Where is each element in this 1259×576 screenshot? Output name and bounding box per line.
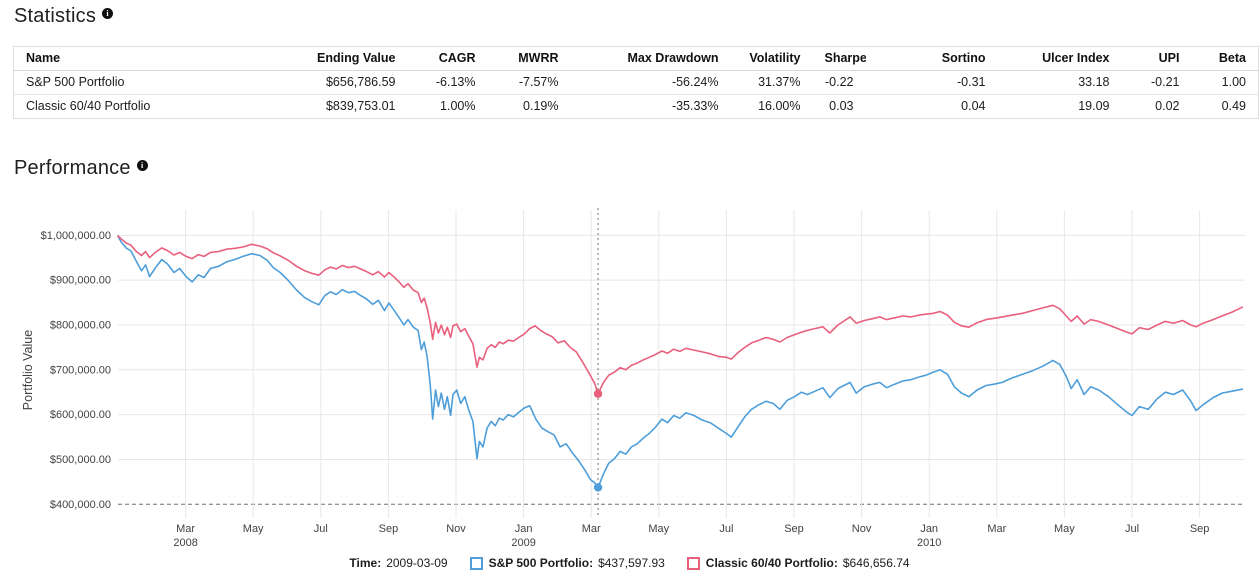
stats-cell: -6.13%: [407, 70, 488, 95]
info-icon[interactable]: i: [136, 160, 148, 171]
performance-title: Performance i: [14, 157, 148, 180]
stats-header-cell: UPI: [1121, 46, 1192, 71]
crosshair-dot: [593, 483, 603, 492]
legend-swatch-icon: [686, 556, 700, 570]
x-tick-label: May: [648, 523, 669, 535]
stats-cell: -7.57%: [487, 70, 571, 95]
stats-header-cell: Ulcer Index: [997, 46, 1122, 71]
stats-cell: 1.00: [1191, 70, 1259, 95]
stats-cell: -0.22: [812, 70, 866, 95]
y-tick-label: $700,000.00: [50, 364, 111, 376]
stats-cell: 0.19%: [523, 99, 559, 113]
stats-cell: -0.21: [1121, 70, 1192, 95]
stats-cell: 19.09: [1078, 99, 1110, 113]
stats-header-cell: MWRR: [487, 46, 571, 71]
x-tick-label: Mar: [176, 523, 195, 535]
y-tick-label: $900,000.00: [50, 275, 111, 287]
stats-header-cell: Name: [13, 46, 304, 71]
y-tick-label: $1,000,000.00: [41, 230, 111, 242]
legend-time-label: Time:: [349, 556, 382, 570]
x-tick-label: Nov: [852, 523, 872, 535]
x-tick-label: Mar: [582, 523, 601, 535]
legend-item-label: S&P 500 Portfolio:: [488, 556, 594, 570]
stats-cell: 0.49: [1221, 99, 1246, 113]
y-tick-label: $400,000.00: [50, 499, 111, 511]
y-tick-label: $600,000.00: [50, 409, 111, 421]
stats-cell: -56.24%: [570, 70, 731, 95]
x-tick-label: Sep: [784, 523, 804, 535]
x-tick-label: May: [243, 523, 264, 535]
info-icon[interactable]: i: [102, 8, 114, 19]
chart-legend: Time: 2009-03-09 S&P 500 Portfolio: $437,59…: [0, 556, 1259, 570]
x-tick-year-label: 2008: [173, 537, 197, 549]
stats-header-cell: Beta: [1191, 46, 1259, 71]
stats-cell: -35.33%: [671, 99, 719, 113]
statistics-title: Statistics i: [14, 5, 114, 28]
legend-item-value: $437,597.93: [598, 556, 665, 570]
series-line-sp500: [117, 235, 1244, 489]
x-tick-label: Jul: [719, 523, 733, 535]
y-tick-label: $800,000.00: [50, 319, 111, 331]
stats-header-cell: Ending Value: [303, 46, 408, 71]
legend-item[interactable]: S&P 500 Portfolio: $437,597.93: [469, 556, 665, 570]
x-tick-label: Sep: [379, 523, 399, 535]
y-axis-title: Portfolio Value: [21, 330, 35, 410]
stats-cell: 16.00%: [758, 99, 801, 113]
statistics-title-text: Statistics: [14, 5, 97, 27]
table-row: Classic 60/40 Portfolio $839,753.01 1.00% 0…: [14, 95, 1259, 119]
stats-header-cell: Volatility: [730, 46, 813, 71]
series-line-60-40: [117, 234, 1244, 395]
stats-cell: $839,753.01: [325, 99, 396, 113]
stats-cell: 0.03: [829, 99, 854, 113]
statistics-table: Name Ending Value CAGR MWRR Max Drawdown Vola…: [13, 46, 1259, 119]
stats-header-cell: Max Drawdown: [570, 46, 731, 71]
table-row: S&P 500 Portfolio $656,786.59 -6.13% -7.57%…: [13, 70, 1259, 95]
stats-cell: 0.02: [1155, 99, 1180, 113]
legend-item-label: Classic 60/40 Portfolio:: [705, 556, 838, 570]
performance-title-text: Performance: [14, 157, 131, 179]
stats-cell: S&P 500 Portfolio: [13, 70, 304, 95]
x-tick-label: May: [1054, 523, 1075, 535]
x-tick-label: Jul: [314, 523, 328, 535]
x-tick-label: Jan: [515, 523, 533, 535]
stats-cell: -0.31: [865, 70, 998, 95]
legend-swatch-icon: [469, 556, 483, 570]
y-tick-label: $500,000.00: [50, 454, 111, 466]
legend-time-value: 2009-03-09: [386, 556, 448, 570]
stats-cell: Classic 60/40 Portfolio: [26, 99, 151, 113]
stats-cell: $656,786.59: [303, 70, 408, 95]
stats-header-cell: Sharpe: [812, 46, 866, 71]
performance-chart[interactable]: $1,000,000.00 $900,000.00 $800,000.00 $700,…: [0, 200, 1259, 552]
legend-time: Time: 2009-03-09: [349, 556, 447, 570]
stats-header-cell: CAGR: [407, 46, 488, 71]
stats-cell: 33.18: [997, 70, 1122, 95]
x-tick-label: Jan: [920, 523, 938, 535]
stats-cell: 31.37%: [730, 70, 813, 95]
x-tick-label: Jul: [1125, 523, 1139, 535]
x-tick-year-label: 2010: [917, 537, 941, 549]
stats-header-cell: Sortino: [865, 46, 998, 71]
legend-item[interactable]: Classic 60/40 Portfolio: $646,656.74: [686, 556, 910, 570]
x-tick-label: Mar: [987, 523, 1006, 535]
x-tick-label: Sep: [1190, 523, 1210, 535]
crosshair-dot: [593, 389, 603, 398]
stats-cell: 1.00%: [440, 99, 476, 113]
x-tick-year-label: 2009: [511, 537, 535, 549]
legend-item-value: $646,656.74: [842, 556, 910, 570]
stats-cell: 0.04: [961, 99, 986, 113]
stats-header-row: Name Ending Value CAGR MWRR Max Drawdown Vola…: [13, 46, 1259, 71]
x-tick-label: Nov: [446, 523, 466, 535]
